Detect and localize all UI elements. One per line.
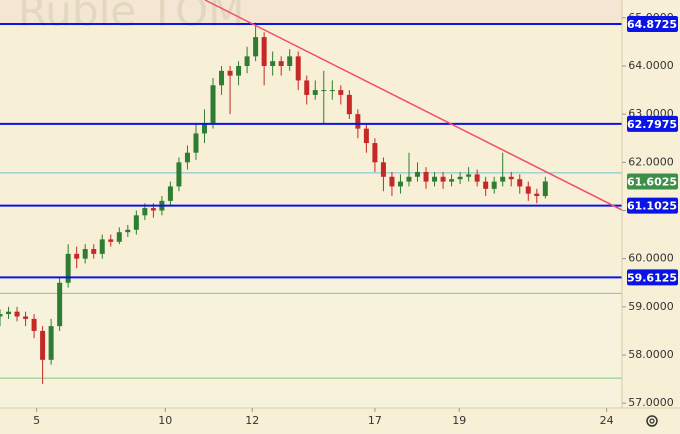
- candle-body: [0, 314, 3, 317]
- candle-body: [287, 56, 293, 66]
- level-label-box: [627, 197, 678, 214]
- candle-body: [31, 318, 37, 331]
- x-tick-label: 5: [33, 414, 40, 427]
- candle-body: [40, 330, 46, 360]
- x-tick-label: 19: [452, 414, 466, 427]
- candle-body: [491, 181, 497, 189]
- candle-body: [184, 152, 190, 163]
- level-label: 62.7975: [627, 118, 677, 131]
- candle-body: [244, 56, 250, 66]
- candle-body: [304, 80, 310, 95]
- candle-body: [432, 176, 438, 182]
- candle-body: [48, 326, 54, 360]
- x-tick-label: 24: [600, 414, 614, 427]
- candle-body: [167, 186, 173, 201]
- candle-body: [355, 114, 361, 129]
- settings-icon[interactable]: [646, 415, 658, 427]
- x-tick-label: 10: [158, 414, 172, 427]
- level-label: 61.1025: [627, 200, 677, 213]
- trendline: [204, 0, 622, 211]
- candle-body: [508, 176, 514, 180]
- candle-body: [440, 176, 446, 182]
- candle-body: [125, 229, 131, 233]
- candle-body: [253, 37, 259, 57]
- level-label-box: [627, 15, 678, 32]
- candle-body: [82, 249, 88, 259]
- candle-body: [261, 37, 267, 66]
- level-label-box: [627, 115, 678, 132]
- candle-body: [363, 128, 369, 144]
- candle-body: [372, 143, 378, 163]
- y-tick-label: 64.0000: [628, 59, 674, 72]
- candle-body: [457, 176, 463, 180]
- candle-body: [423, 171, 429, 182]
- gear-center[interactable]: [649, 418, 655, 424]
- level-label-box: [627, 269, 678, 286]
- candle-body: [91, 249, 97, 254]
- candle-body: [176, 162, 182, 187]
- x-tick-label: 17: [368, 414, 382, 427]
- candle-body: [534, 193, 540, 197]
- candle-body: [525, 186, 531, 194]
- candle-body: [380, 162, 386, 177]
- candle-body: [270, 61, 276, 66]
- candle-body: [329, 90, 335, 92]
- candle-body: [57, 282, 63, 327]
- candle-body: [210, 85, 216, 124]
- candle-body: [142, 208, 148, 216]
- candle-body: [295, 56, 301, 81]
- y-tick-label: 59.0000: [628, 300, 674, 313]
- candle-body: [346, 94, 352, 115]
- band-bottom: [0, 277, 622, 408]
- candle-body: [321, 90, 327, 92]
- candle-body: [338, 90, 344, 95]
- x-tick-label: 12: [245, 414, 259, 427]
- axes: 57.000058.000059.000060.000061.000062.00…: [33, 11, 678, 427]
- candle-body: [449, 179, 455, 182]
- candle-body: [133, 215, 139, 230]
- y-tick-label: 58.0000: [628, 348, 674, 361]
- level-label: 59.6125: [627, 271, 677, 284]
- candle-body: [517, 179, 523, 187]
- candle-body: [483, 181, 489, 189]
- candle-body: [201, 123, 207, 134]
- candle-body: [74, 253, 80, 259]
- candle-body: [14, 311, 20, 317]
- level-label: 64.8725: [627, 18, 677, 31]
- candle-body: [116, 232, 122, 242]
- candle-body: [474, 174, 480, 182]
- watermark: Ruble TOM: [18, 0, 244, 36]
- candle-body: [6, 311, 12, 315]
- candle-body: [466, 174, 472, 177]
- candle-body: [193, 133, 199, 153]
- candle-body: [236, 65, 242, 76]
- band-top: [0, 0, 622, 24]
- candle-body: [227, 70, 233, 76]
- candle-body: [312, 90, 318, 95]
- candle-body: [99, 239, 105, 254]
- candle-body: [406, 176, 412, 182]
- candle-body: [108, 239, 114, 242]
- candle-body: [415, 171, 421, 177]
- candle-body: [150, 208, 156, 211]
- bands: [0, 0, 622, 408]
- candle-body: [397, 181, 403, 187]
- candle-body: [389, 176, 395, 187]
- candle-body: [278, 61, 284, 66]
- y-tick-label: 62.0000: [628, 155, 674, 168]
- candle-body: [542, 181, 548, 197]
- y-tick-label: 57.0000: [628, 396, 674, 409]
- candle-body: [65, 253, 71, 283]
- candle-body: [23, 316, 29, 319]
- plot: [0, 0, 622, 384]
- gear[interactable]: [646, 415, 658, 427]
- y-tick-label: 60.0000: [628, 252, 674, 265]
- candle-body: [500, 176, 506, 182]
- last-price-label: 61.6025: [627, 175, 677, 188]
- candle-body: [219, 70, 225, 86]
- last-price-box: [627, 173, 678, 190]
